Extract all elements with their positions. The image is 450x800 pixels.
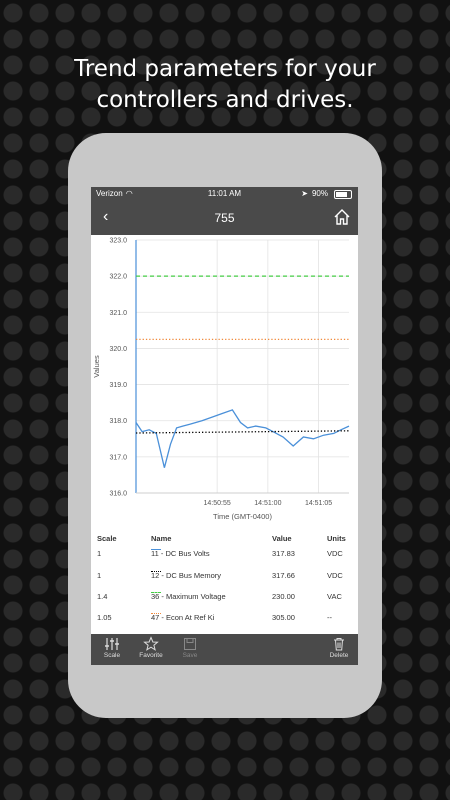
save-label: Save [182,652,198,659]
line-swatch-icon [151,549,161,550]
legend-row[interactable]: 1 12 - DC Bus Memory 317.66 VDC [97,571,343,580]
save-icon [184,638,196,650]
row-scale: 1 [97,571,102,580]
line-swatch-icon [151,613,161,614]
bottom-toolbar: Scale Favorite Save Delete [91,634,358,665]
status-bar: Verizon ◠ 11:01 AM ➤ 90% [91,187,358,201]
row-units: -- [327,613,332,622]
legend-header-row: Scale Name Value Units [91,534,358,546]
line-swatch-icon [151,592,161,593]
y-tick-label: 319.0 [109,382,127,389]
row-scale: 1 [97,549,102,558]
page-title: 755 [214,211,235,225]
row-scale: 1.4 [97,592,108,601]
wifi-icon: ◠ [125,189,133,198]
app-screen: Verizon ◠ 11:01 AM ➤ 90% ‹ 755 316.0 317.0… [91,187,358,665]
status-time: 11:01 AM [207,189,242,198]
header-units: Units [327,534,346,543]
scale-button[interactable]: Scale [97,636,127,659]
x-axis-label: Time (GMT-0400) [213,512,272,521]
series-line-11-dc-bus-volts [135,409,350,468]
sliders-icon [105,638,119,650]
favorite-button[interactable]: Favorite [136,636,166,659]
favorite-label: Favorite [139,652,163,659]
legend-row[interactable]: 1.05 47 - Econ At Ref Ki 305.00 -- [97,613,332,622]
scale-label: Scale [103,652,121,659]
trend-chart[interactable]: 316.0 317.0 318.0 319.0 320.0 321.0 322.0 323.0… [91,235,358,531]
y-tick-label: 316.0 [109,491,127,498]
x-tick-label: 14:51:05 [305,500,332,507]
header-value: Value [272,534,292,543]
header-scale: Scale [97,534,117,543]
row-value: 230.00 [272,592,295,601]
y-tick-label: 318.0 [109,418,127,425]
row-value: 317.83 [272,549,295,558]
row-units: VDC [327,549,343,558]
y-tick-label: 321.0 [109,310,127,317]
row-units: VAC [327,592,342,601]
chevron-left-icon[interactable]: ‹ [103,208,109,225]
row-value: 317.66 [272,571,295,580]
trash-icon [334,638,344,651]
header-name: Name [151,534,172,543]
row-scale: 1.05 [97,613,112,622]
battery-percent: 90% [311,189,328,198]
delete-button[interactable]: Delete [324,636,354,659]
star-icon [143,636,159,651]
y-tick-label: 317.0 [109,454,127,461]
x-tick-label: 14:51:00 [254,500,281,507]
x-tick-label: 14:50:55 [204,500,231,507]
delete-label: Delete [329,652,349,659]
battery-icon [334,190,352,199]
status-carrier: Verizon ◠ [96,189,133,198]
legend-row[interactable]: 1.4 36 - Maximum Voltage 230.00 VAC [97,592,342,601]
nav-bar: ‹ 755 [91,201,358,235]
home-icon[interactable] [332,207,352,227]
headline-line-1: Trend parameters for your [74,56,376,82]
y-axis-label: Values [92,355,101,378]
row-value: 305.00 [272,613,295,622]
save-button[interactable]: Save [175,636,205,659]
location-icon: ➤ [301,189,308,198]
y-tick-label: 323.0 [109,238,127,245]
legend-row[interactable]: 1 11 - DC Bus Volts 317.83 VDC [97,549,343,558]
y-tick-label: 320.0 [109,346,127,353]
y-tick-label: 322.0 [109,274,127,281]
promo-headline: Trend parameters for your controllers an… [0,54,450,116]
series-line-12-dc-bus-memory [135,430,350,434]
row-units: VDC [327,571,343,580]
headline-line-2: controllers and drives. [96,87,354,113]
line-swatch-icon [151,571,161,572]
